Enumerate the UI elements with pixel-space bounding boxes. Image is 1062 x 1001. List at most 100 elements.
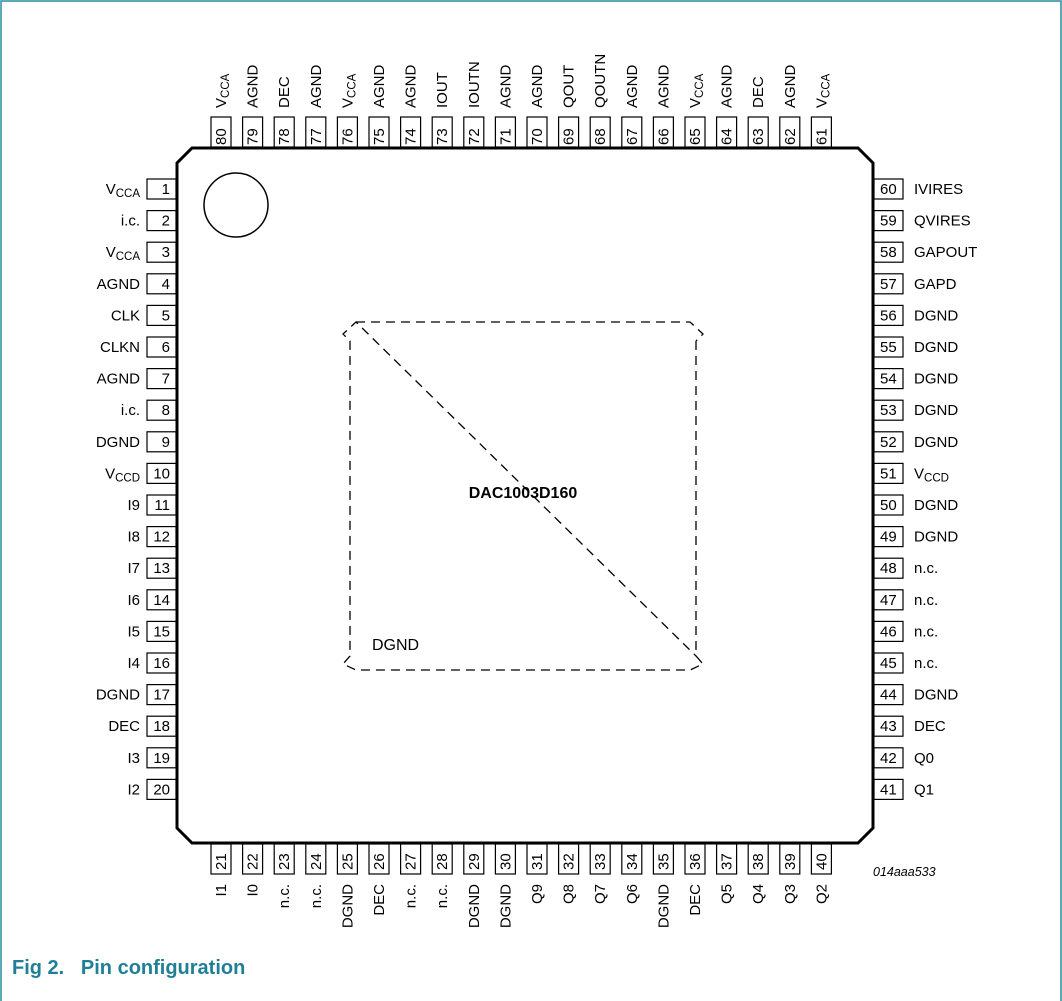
chip-name: DAC1003D160 xyxy=(469,485,578,502)
pin-num-bottom-25: 25 xyxy=(339,853,356,870)
pin-box-left-3 xyxy=(146,241,177,263)
pin-box-top-69 xyxy=(557,116,580,148)
pin-name-right-51: VCCD xyxy=(914,465,949,484)
pin-box-bottom-37 xyxy=(715,843,738,875)
pin-num-bottom-34: 34 xyxy=(624,853,641,870)
pin-box-top-71 xyxy=(494,116,516,148)
pin-box-bottom-29 xyxy=(463,843,485,875)
pin-name-right-53: DGND xyxy=(914,402,958,419)
pin-num-left-12: 12 xyxy=(153,529,170,546)
pin-box-right-52 xyxy=(873,431,904,453)
pin-num-right-45: 45 xyxy=(880,655,897,672)
pin-box-bottom-22 xyxy=(242,843,264,875)
pin-num-top-64: 64 xyxy=(719,128,736,145)
pin-name-right-43: DEC xyxy=(914,718,946,735)
pin-name-top-70: AGND xyxy=(529,64,546,108)
pin-num-bottom-26: 26 xyxy=(371,853,388,870)
pin-box-top-79 xyxy=(242,116,264,148)
pin-name-right-58: GAPOUT xyxy=(914,244,977,261)
pin-num-bottom-21: 21 xyxy=(213,853,230,870)
pin-num-top-62: 62 xyxy=(782,128,799,145)
pin-num-right-59: 59 xyxy=(880,213,897,230)
pin-box-bottom-33 xyxy=(589,843,611,875)
pin-name-bottom-38: Q4 xyxy=(750,884,767,904)
pin-name-top-76: VCCA xyxy=(339,73,358,108)
pin-box-right-42 xyxy=(873,747,904,769)
pin-name-top-74: AGND xyxy=(403,64,420,108)
pin-box-left-15 xyxy=(146,620,177,643)
pin-num-bottom-40: 40 xyxy=(813,853,830,870)
pin-num-right-55: 55 xyxy=(880,339,897,356)
pin-num-bottom-36: 36 xyxy=(687,853,704,870)
pin-name-right-48: n.c. xyxy=(914,560,938,577)
pin-name-top-75: AGND xyxy=(371,64,388,108)
pin-name-top-66: AGND xyxy=(655,64,672,108)
pin-name-bottom-34: Q6 xyxy=(624,884,641,904)
pin-name-bottom-21: I1 xyxy=(213,884,230,897)
pin-num-bottom-33: 33 xyxy=(592,853,609,870)
pin-name-left-8: i.c. xyxy=(121,402,140,419)
pin-name-left-3: VCCA xyxy=(106,244,141,263)
pin-num-left-7: 7 xyxy=(162,371,170,388)
pin-name-bottom-32: Q8 xyxy=(561,884,578,904)
pin-name-top-77: AGND xyxy=(308,64,325,108)
pin-box-left-12 xyxy=(146,525,177,548)
pin-num-right-57: 57 xyxy=(880,276,897,293)
pin-name-left-9: DGND xyxy=(96,434,140,451)
pin-box-left-17 xyxy=(146,683,177,706)
pin-name-right-45: n.c. xyxy=(914,655,938,672)
pin-num-right-46: 46 xyxy=(880,623,897,640)
pin-box-right-59 xyxy=(873,210,904,232)
pin-box-top-78 xyxy=(273,116,295,148)
pin-num-top-69: 69 xyxy=(561,128,578,145)
pin-box-top-64 xyxy=(715,116,738,148)
pins-left: 1 VCCA 2 i.c. 3 VCCA 4 AGND 5 CLK 6 CLKN 7 AGND 8 i.c. 9… xyxy=(96,178,177,801)
pin-name-bottom-24: n.c. xyxy=(308,884,325,908)
pin-num-top-71: 71 xyxy=(497,128,514,145)
pins-top: 80 VCCA 79 AGND 78 DEC 77 AGND 76 VCCA 75 AGND 74 AGN… xyxy=(210,54,832,148)
pin-name-bottom-36: DEC xyxy=(687,884,704,916)
pin-num-left-19: 19 xyxy=(153,750,170,767)
pin-box-right-51 xyxy=(873,462,904,484)
pin-name-bottom-35: DGND xyxy=(655,884,672,928)
pin-name-bottom-26: DEC xyxy=(371,884,388,916)
pin-num-left-9: 9 xyxy=(162,434,170,451)
pin-num-right-58: 58 xyxy=(880,244,897,261)
pin-name-left-17: DGND xyxy=(96,687,140,704)
pin-num-left-6: 6 xyxy=(162,339,170,356)
pin-num-top-75: 75 xyxy=(371,128,388,145)
pin-box-top-72 xyxy=(463,116,485,148)
pin-name-bottom-33: Q7 xyxy=(592,884,609,904)
pin-num-right-56: 56 xyxy=(880,307,897,324)
pin-name-left-1: VCCA xyxy=(106,181,141,200)
pin-box-bottom-25 xyxy=(336,843,358,875)
pad-label: DGND xyxy=(372,637,419,654)
pin-name-left-4: AGND xyxy=(97,276,141,293)
pin-num-bottom-32: 32 xyxy=(561,853,578,870)
pin-name-bottom-27: n.c. xyxy=(403,884,420,908)
pin-box-top-66 xyxy=(652,116,675,148)
pin-name-right-41: Q1 xyxy=(914,781,934,798)
pin-num-left-20: 20 xyxy=(153,781,170,798)
pin-box-right-46 xyxy=(873,620,904,643)
pin-name-bottom-40: Q2 xyxy=(813,884,830,904)
pin-name-top-71: AGND xyxy=(497,64,514,108)
pin-box-left-20 xyxy=(146,778,177,801)
pin-name-top-64: AGND xyxy=(719,64,736,108)
pin-box-left-13 xyxy=(146,557,177,579)
pin-name-right-50: DGND xyxy=(914,497,958,514)
pin-num-top-63: 63 xyxy=(750,128,767,145)
pin-name-top-69: QOUT xyxy=(561,65,578,108)
pin-name-right-49: DGND xyxy=(914,529,958,546)
pin-name-bottom-39: Q3 xyxy=(782,884,799,904)
pin-name-left-20: I2 xyxy=(127,781,140,798)
pin-name-left-16: I4 xyxy=(127,655,140,672)
pin-box-left-11 xyxy=(146,494,177,516)
pin-name-bottom-30: DGND xyxy=(497,884,514,928)
pin-num-right-47: 47 xyxy=(880,592,897,609)
chip-body xyxy=(175,146,875,845)
pin-box-top-77 xyxy=(305,116,327,148)
pin-box-top-65 xyxy=(684,116,706,148)
pin-box-left-4 xyxy=(146,273,177,295)
